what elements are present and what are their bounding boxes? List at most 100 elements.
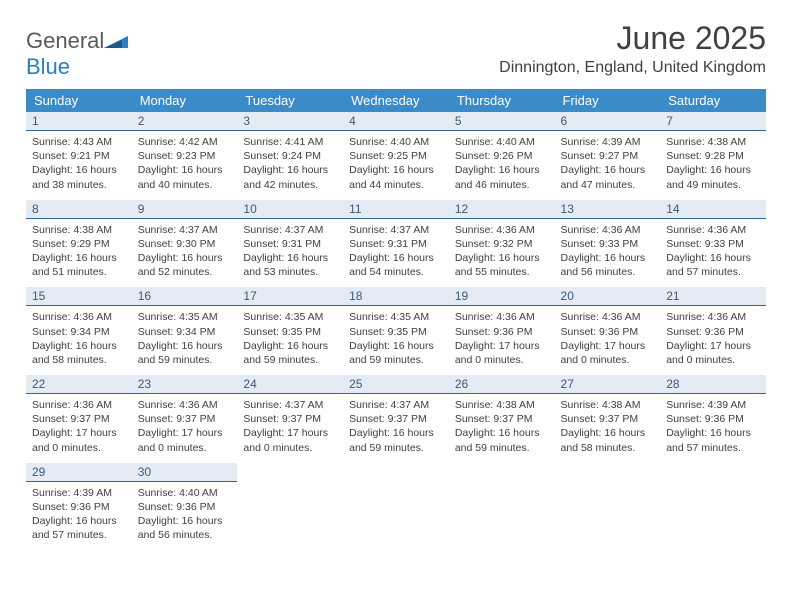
day-cell: Sunrise: 4:43 AMSunset: 9:21 PMDaylight:… bbox=[26, 131, 132, 200]
day-number: 26 bbox=[449, 375, 555, 394]
dow-tuesday: Tuesday bbox=[237, 89, 343, 112]
daynum-row: 2930 bbox=[26, 463, 766, 482]
day-content: Sunrise: 4:36 AMSunset: 9:36 PMDaylight:… bbox=[561, 310, 655, 367]
day-cell: Sunrise: 4:42 AMSunset: 9:23 PMDaylight:… bbox=[132, 131, 238, 200]
day-number: 23 bbox=[132, 375, 238, 394]
day-content: Sunrise: 4:42 AMSunset: 9:23 PMDaylight:… bbox=[138, 135, 232, 192]
day-content: Sunrise: 4:39 AMSunset: 9:36 PMDaylight:… bbox=[666, 398, 760, 455]
day-cell: Sunrise: 4:36 AMSunset: 9:33 PMDaylight:… bbox=[660, 218, 766, 287]
calendar-table: Sunday Monday Tuesday Wednesday Thursday… bbox=[26, 89, 766, 550]
day-number: 1 bbox=[26, 112, 132, 131]
day-number: 16 bbox=[132, 287, 238, 306]
day-number bbox=[449, 463, 555, 482]
day-cell: Sunrise: 4:40 AMSunset: 9:25 PMDaylight:… bbox=[343, 131, 449, 200]
day-content: Sunrise: 4:40 AMSunset: 9:25 PMDaylight:… bbox=[349, 135, 443, 192]
day-content: Sunrise: 4:35 AMSunset: 9:35 PMDaylight:… bbox=[349, 310, 443, 367]
day-number: 14 bbox=[660, 200, 766, 219]
day-number: 10 bbox=[237, 200, 343, 219]
day-content: Sunrise: 4:40 AMSunset: 9:26 PMDaylight:… bbox=[455, 135, 549, 192]
day-number: 13 bbox=[555, 200, 661, 219]
day-number: 9 bbox=[132, 200, 238, 219]
logo-line2: Blue bbox=[26, 54, 70, 79]
day-cell: Sunrise: 4:35 AMSunset: 9:35 PMDaylight:… bbox=[343, 306, 449, 375]
day-number: 29 bbox=[26, 463, 132, 482]
day-content: Sunrise: 4:39 AMSunset: 9:36 PMDaylight:… bbox=[32, 486, 126, 543]
day-cell bbox=[449, 481, 555, 550]
month-title: June 2025 bbox=[499, 20, 766, 57]
day-number: 5 bbox=[449, 112, 555, 131]
dow-saturday: Saturday bbox=[660, 89, 766, 112]
logo: General Blue bbox=[26, 28, 128, 80]
day-content: Sunrise: 4:35 AMSunset: 9:35 PMDaylight:… bbox=[243, 310, 337, 367]
day-number bbox=[555, 463, 661, 482]
week-row: Sunrise: 4:38 AMSunset: 9:29 PMDaylight:… bbox=[26, 218, 766, 287]
day-number: 22 bbox=[26, 375, 132, 394]
calendar-body: 1234567 Sunrise: 4:43 AMSunset: 9:21 PMDa… bbox=[26, 112, 766, 550]
logo-text: General Blue bbox=[26, 28, 128, 80]
day-cell: Sunrise: 4:36 AMSunset: 9:33 PMDaylight:… bbox=[555, 218, 661, 287]
day-cell bbox=[237, 481, 343, 550]
daynum-row: 15161718192021 bbox=[26, 287, 766, 306]
day-cell: Sunrise: 4:37 AMSunset: 9:30 PMDaylight:… bbox=[132, 218, 238, 287]
day-cell bbox=[555, 481, 661, 550]
day-number: 20 bbox=[555, 287, 661, 306]
dow-thursday: Thursday bbox=[449, 89, 555, 112]
logo-line1: General bbox=[26, 28, 104, 53]
day-number: 7 bbox=[660, 112, 766, 131]
day-number bbox=[660, 463, 766, 482]
day-cell: Sunrise: 4:39 AMSunset: 9:27 PMDaylight:… bbox=[555, 131, 661, 200]
header: General Blue June 2025 Dinnington, Engla… bbox=[26, 20, 766, 83]
day-cell: Sunrise: 4:36 AMSunset: 9:37 PMDaylight:… bbox=[132, 394, 238, 463]
day-content: Sunrise: 4:36 AMSunset: 9:36 PMDaylight:… bbox=[666, 310, 760, 367]
day-content: Sunrise: 4:36 AMSunset: 9:32 PMDaylight:… bbox=[455, 223, 549, 280]
week-row: Sunrise: 4:36 AMSunset: 9:34 PMDaylight:… bbox=[26, 306, 766, 375]
day-number: 4 bbox=[343, 112, 449, 131]
day-number: 18 bbox=[343, 287, 449, 306]
day-content: Sunrise: 4:37 AMSunset: 9:37 PMDaylight:… bbox=[243, 398, 337, 455]
day-cell: Sunrise: 4:36 AMSunset: 9:36 PMDaylight:… bbox=[449, 306, 555, 375]
day-cell bbox=[343, 481, 449, 550]
day-content: Sunrise: 4:35 AMSunset: 9:34 PMDaylight:… bbox=[138, 310, 232, 367]
day-number: 12 bbox=[449, 200, 555, 219]
dow-friday: Friday bbox=[555, 89, 661, 112]
day-cell bbox=[660, 481, 766, 550]
day-content: Sunrise: 4:37 AMSunset: 9:31 PMDaylight:… bbox=[349, 223, 443, 280]
day-cell: Sunrise: 4:41 AMSunset: 9:24 PMDaylight:… bbox=[237, 131, 343, 200]
day-number: 28 bbox=[660, 375, 766, 394]
day-cell: Sunrise: 4:36 AMSunset: 9:36 PMDaylight:… bbox=[660, 306, 766, 375]
day-cell: Sunrise: 4:36 AMSunset: 9:32 PMDaylight:… bbox=[449, 218, 555, 287]
day-content: Sunrise: 4:37 AMSunset: 9:37 PMDaylight:… bbox=[349, 398, 443, 455]
day-content: Sunrise: 4:39 AMSunset: 9:27 PMDaylight:… bbox=[561, 135, 655, 192]
day-cell: Sunrise: 4:38 AMSunset: 9:29 PMDaylight:… bbox=[26, 218, 132, 287]
day-content: Sunrise: 4:36 AMSunset: 9:37 PMDaylight:… bbox=[138, 398, 232, 455]
day-number bbox=[237, 463, 343, 482]
day-cell: Sunrise: 4:37 AMSunset: 9:37 PMDaylight:… bbox=[237, 394, 343, 463]
day-content: Sunrise: 4:43 AMSunset: 9:21 PMDaylight:… bbox=[32, 135, 126, 192]
day-number: 2 bbox=[132, 112, 238, 131]
day-content: Sunrise: 4:36 AMSunset: 9:37 PMDaylight:… bbox=[32, 398, 126, 455]
day-cell: Sunrise: 4:35 AMSunset: 9:34 PMDaylight:… bbox=[132, 306, 238, 375]
day-cell: Sunrise: 4:38 AMSunset: 9:37 PMDaylight:… bbox=[449, 394, 555, 463]
day-cell: Sunrise: 4:37 AMSunset: 9:31 PMDaylight:… bbox=[237, 218, 343, 287]
day-number: 15 bbox=[26, 287, 132, 306]
day-number: 17 bbox=[237, 287, 343, 306]
day-cell: Sunrise: 4:40 AMSunset: 9:36 PMDaylight:… bbox=[132, 481, 238, 550]
day-cell: Sunrise: 4:36 AMSunset: 9:36 PMDaylight:… bbox=[555, 306, 661, 375]
dow-row: Sunday Monday Tuesday Wednesday Thursday… bbox=[26, 89, 766, 112]
day-cell: Sunrise: 4:40 AMSunset: 9:26 PMDaylight:… bbox=[449, 131, 555, 200]
daynum-row: 1234567 bbox=[26, 112, 766, 131]
day-cell: Sunrise: 4:37 AMSunset: 9:31 PMDaylight:… bbox=[343, 218, 449, 287]
day-cell: Sunrise: 4:38 AMSunset: 9:37 PMDaylight:… bbox=[555, 394, 661, 463]
day-cell: Sunrise: 4:38 AMSunset: 9:28 PMDaylight:… bbox=[660, 131, 766, 200]
day-number: 24 bbox=[237, 375, 343, 394]
location: Dinnington, England, United Kingdom bbox=[499, 59, 766, 77]
title-block: June 2025 Dinnington, England, United Ki… bbox=[499, 20, 766, 83]
day-content: Sunrise: 4:37 AMSunset: 9:30 PMDaylight:… bbox=[138, 223, 232, 280]
day-cell: Sunrise: 4:35 AMSunset: 9:35 PMDaylight:… bbox=[237, 306, 343, 375]
day-content: Sunrise: 4:37 AMSunset: 9:31 PMDaylight:… bbox=[243, 223, 337, 280]
week-row: Sunrise: 4:39 AMSunset: 9:36 PMDaylight:… bbox=[26, 481, 766, 550]
day-content: Sunrise: 4:36 AMSunset: 9:34 PMDaylight:… bbox=[32, 310, 126, 367]
day-content: Sunrise: 4:36 AMSunset: 9:36 PMDaylight:… bbox=[455, 310, 549, 367]
daynum-row: 891011121314 bbox=[26, 200, 766, 219]
day-cell: Sunrise: 4:39 AMSunset: 9:36 PMDaylight:… bbox=[660, 394, 766, 463]
